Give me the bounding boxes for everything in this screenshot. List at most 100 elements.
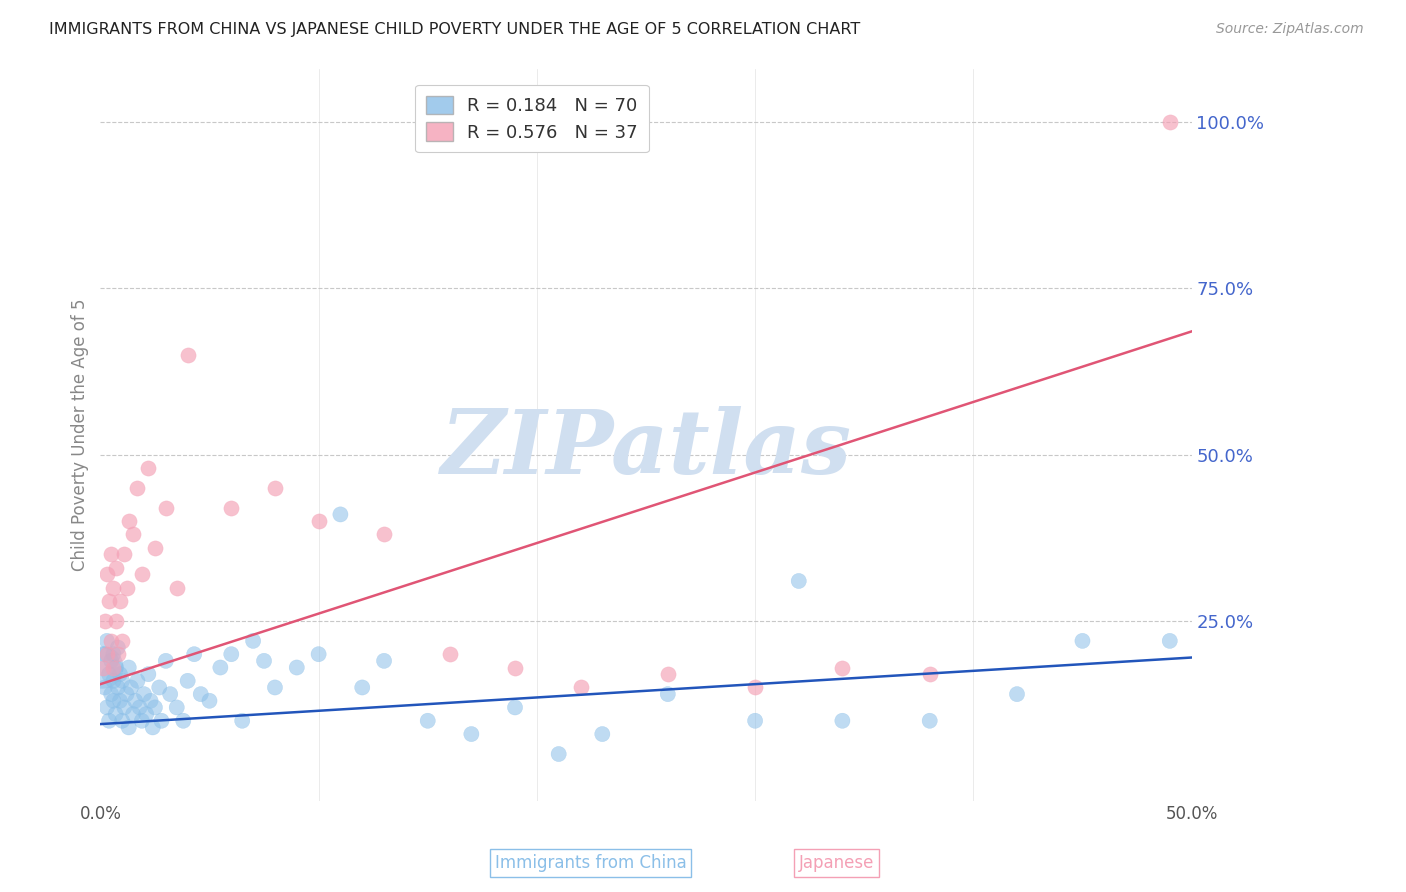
- Point: [100, 633, 122, 648]
- Point: [104, 560, 127, 574]
- Point: [128, 700, 150, 714]
- Point: [744, 714, 766, 728]
- Point: [138, 667, 160, 681]
- Point: [503, 660, 526, 674]
- Point: [155, 500, 177, 515]
- Point: [108, 594, 131, 608]
- Point: [112, 700, 135, 714]
- Point: [744, 681, 766, 695]
- Text: ZIPatlas: ZIPatlas: [440, 406, 852, 492]
- Point: [143, 700, 166, 714]
- Point: [253, 654, 276, 668]
- Point: [93, 681, 115, 695]
- Point: [373, 527, 395, 541]
- Point: [124, 694, 146, 708]
- Point: [103, 660, 125, 674]
- Point: [329, 508, 352, 522]
- Point: [96, 700, 118, 714]
- Point: [264, 481, 287, 495]
- Point: [100, 547, 122, 561]
- Point: [96, 633, 118, 648]
- Point: [103, 647, 125, 661]
- Point: [503, 700, 526, 714]
- Point: [166, 700, 188, 714]
- Text: IMMIGRANTS FROM CHINA VS JAPANESE CHILD POVERTY UNDER THE AGE OF 5 CORRELATION C: IMMIGRANTS FROM CHINA VS JAPANESE CHILD …: [49, 22, 860, 37]
- Point: [221, 647, 243, 661]
- Y-axis label: Child Poverty Under the Age of 5: Child Poverty Under the Age of 5: [72, 298, 89, 571]
- Point: [115, 687, 138, 701]
- Point: [93, 647, 115, 661]
- Point: [221, 500, 243, 515]
- Point: [103, 581, 125, 595]
- Point: [93, 614, 115, 628]
- Point: [569, 681, 592, 695]
- Point: [120, 681, 142, 695]
- Point: [439, 647, 461, 661]
- Point: [127, 673, 149, 688]
- Point: [183, 647, 205, 661]
- Point: [111, 714, 134, 728]
- Point: [138, 460, 160, 475]
- Point: [107, 681, 129, 695]
- Point: [100, 654, 122, 668]
- Point: [155, 654, 177, 668]
- Point: [103, 694, 125, 708]
- Point: [591, 727, 613, 741]
- Point: [1071, 633, 1094, 648]
- Point: [1159, 115, 1181, 129]
- Point: [831, 714, 853, 728]
- Point: [352, 681, 374, 695]
- Point: [104, 707, 127, 722]
- Point: [131, 714, 153, 728]
- Point: [231, 714, 253, 728]
- Point: [1159, 633, 1181, 648]
- Point: [118, 660, 141, 674]
- Point: [166, 581, 188, 595]
- Point: [159, 687, 181, 701]
- Point: [547, 747, 569, 761]
- Point: [787, 574, 810, 588]
- Point: [264, 681, 287, 695]
- Point: [103, 673, 125, 688]
- Point: [108, 667, 131, 681]
- Point: [104, 614, 127, 628]
- Point: [918, 667, 941, 681]
- Point: [115, 581, 138, 595]
- Point: [190, 687, 212, 701]
- Point: [143, 541, 166, 555]
- Point: [104, 660, 127, 674]
- Point: [118, 720, 141, 734]
- Point: [150, 714, 173, 728]
- Point: [373, 654, 395, 668]
- Point: [118, 514, 141, 528]
- Point: [1005, 687, 1028, 701]
- Point: [176, 348, 198, 362]
- Point: [96, 647, 118, 661]
- Legend: R = 0.184   N = 70, R = 0.576   N = 37: R = 0.184 N = 70, R = 0.576 N = 37: [415, 85, 648, 153]
- Point: [242, 633, 264, 648]
- Point: [135, 707, 157, 722]
- Point: [918, 714, 941, 728]
- Point: [176, 673, 198, 688]
- Point: [172, 714, 194, 728]
- Point: [98, 667, 121, 681]
- Point: [111, 673, 134, 688]
- Text: Immigrants from China: Immigrants from China: [495, 855, 686, 872]
- Point: [308, 514, 330, 528]
- Point: [91, 660, 114, 674]
- Point: [100, 687, 122, 701]
- Point: [285, 660, 308, 674]
- Point: [107, 647, 129, 661]
- Point: [132, 687, 155, 701]
- Point: [96, 567, 118, 582]
- Point: [108, 694, 131, 708]
- Point: [460, 727, 482, 741]
- Point: [112, 547, 135, 561]
- Point: [657, 687, 679, 701]
- Point: [127, 481, 149, 495]
- Point: [91, 660, 114, 674]
- Point: [98, 714, 121, 728]
- Point: [107, 640, 129, 655]
- Text: Source: ZipAtlas.com: Source: ZipAtlas.com: [1216, 22, 1364, 37]
- Point: [308, 647, 330, 661]
